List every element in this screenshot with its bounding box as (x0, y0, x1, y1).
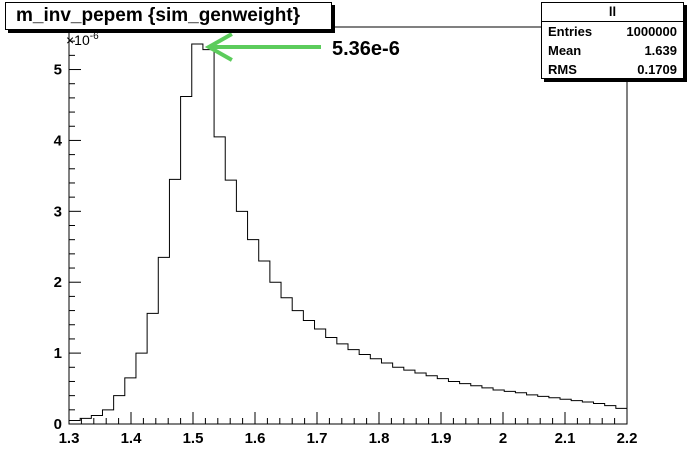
histogram-bin (426, 376, 437, 424)
x-tick-label: 1.3 (59, 430, 80, 447)
annotation-arrow-head (204, 32, 233, 62)
stats-row-entries: Entries 1000000 (542, 22, 683, 41)
y-tick-label: 1 (54, 345, 62, 362)
histogram-bin (437, 379, 448, 424)
histogram-bin (326, 338, 337, 424)
y-tick-label: 5 (54, 62, 62, 79)
histogram-bin (203, 50, 214, 424)
histogram-bin (482, 388, 493, 424)
histogram-bin (348, 350, 359, 424)
histogram-bin (181, 96, 192, 424)
x-tick-label: 2.2 (617, 430, 638, 447)
histogram-bin (549, 398, 560, 424)
x-tick-label: 2 (499, 430, 507, 447)
chart-title: m_inv_pepem {sim_genweight} (5, 2, 332, 30)
x-tick-label: 2.1 (555, 430, 576, 447)
stats-label: RMS (548, 62, 577, 77)
peak-annotation: 5.36e-6 (204, 32, 400, 62)
histogram-bin (147, 313, 158, 424)
y-tick-label: 4 (54, 132, 63, 149)
histogram-bin (393, 367, 404, 424)
histogram-bin (292, 311, 303, 424)
y-axis-exponent: -6 (90, 31, 99, 42)
histogram-bin (214, 137, 225, 424)
histogram-bin (158, 257, 169, 424)
y-axis: 0 1 2 3 4 5 (54, 26, 81, 433)
y-tick-label: 0 (54, 416, 62, 433)
histogram-bin (69, 420, 80, 424)
histogram-bin (515, 393, 526, 424)
histogram-bin (303, 320, 314, 424)
histogram-bin (404, 370, 415, 424)
histogram-bin (616, 408, 627, 424)
x-axis: 1.3 1.4 1.5 1.6 1.7 1.8 1.9 2 2.1 2.2 (59, 412, 638, 447)
x-tick-label: 1.9 (431, 430, 452, 447)
histogram-bin (337, 344, 348, 424)
y-axis-multiplier: ×10-6 (66, 31, 99, 48)
histogram-bin (504, 391, 515, 424)
histogram-bin (270, 282, 281, 424)
histogram-bin (248, 240, 259, 424)
histogram-bin (471, 386, 482, 424)
histogram-bin (538, 396, 549, 424)
stats-label: Entries (548, 24, 593, 39)
histogram-bin (460, 384, 471, 424)
histogram-bin (136, 353, 147, 424)
histogram-bin (281, 298, 292, 424)
histogram-bin (236, 211, 247, 424)
stats-histogram-name: ll (542, 3, 683, 22)
histogram-bin (370, 359, 381, 424)
x-tick-label: 1.4 (121, 430, 143, 447)
stats-value: 1000000 (626, 24, 677, 39)
histogram-bin (114, 396, 125, 424)
histogram-bin (448, 381, 459, 424)
histogram-bin (381, 363, 392, 424)
histogram-bin (192, 44, 203, 424)
histogram-bin (169, 179, 180, 424)
y-tick-label: 2 (54, 274, 62, 291)
histogram-bin (560, 399, 571, 424)
histogram-bin (582, 402, 593, 424)
x-tick-label: 1.7 (307, 430, 328, 447)
stats-label: Mean (548, 43, 582, 58)
x-tick-label: 1.6 (245, 430, 266, 447)
histogram-bin (315, 329, 326, 424)
histogram-bins (69, 44, 627, 424)
histogram-bin (594, 403, 605, 424)
stats-row-mean: Mean 1.639 (542, 41, 683, 60)
histogram-bin (571, 401, 582, 424)
stats-value: 1.639 (644, 43, 677, 58)
histogram-outline (68, 43, 628, 424)
stats-box: ll Entries 1000000 Mean 1.639 RMS 0.1709 (541, 2, 684, 79)
histogram-bin (259, 261, 270, 424)
histogram-bin (415, 373, 426, 424)
histogram-bin (102, 410, 113, 424)
y-tick-label: 3 (54, 203, 62, 220)
x-tick-label: 1.8 (369, 430, 390, 447)
annotation-label: 5.36e-6 (332, 38, 400, 60)
histogram-bin (125, 378, 136, 424)
histogram-bin (225, 180, 236, 424)
stats-row-rms: RMS 0.1709 (542, 60, 683, 79)
histogram-bin (359, 355, 370, 424)
stats-value: 0.1709 (637, 62, 677, 77)
histogram-bin (91, 415, 102, 424)
x-tick-label: 1.5 (183, 430, 204, 447)
